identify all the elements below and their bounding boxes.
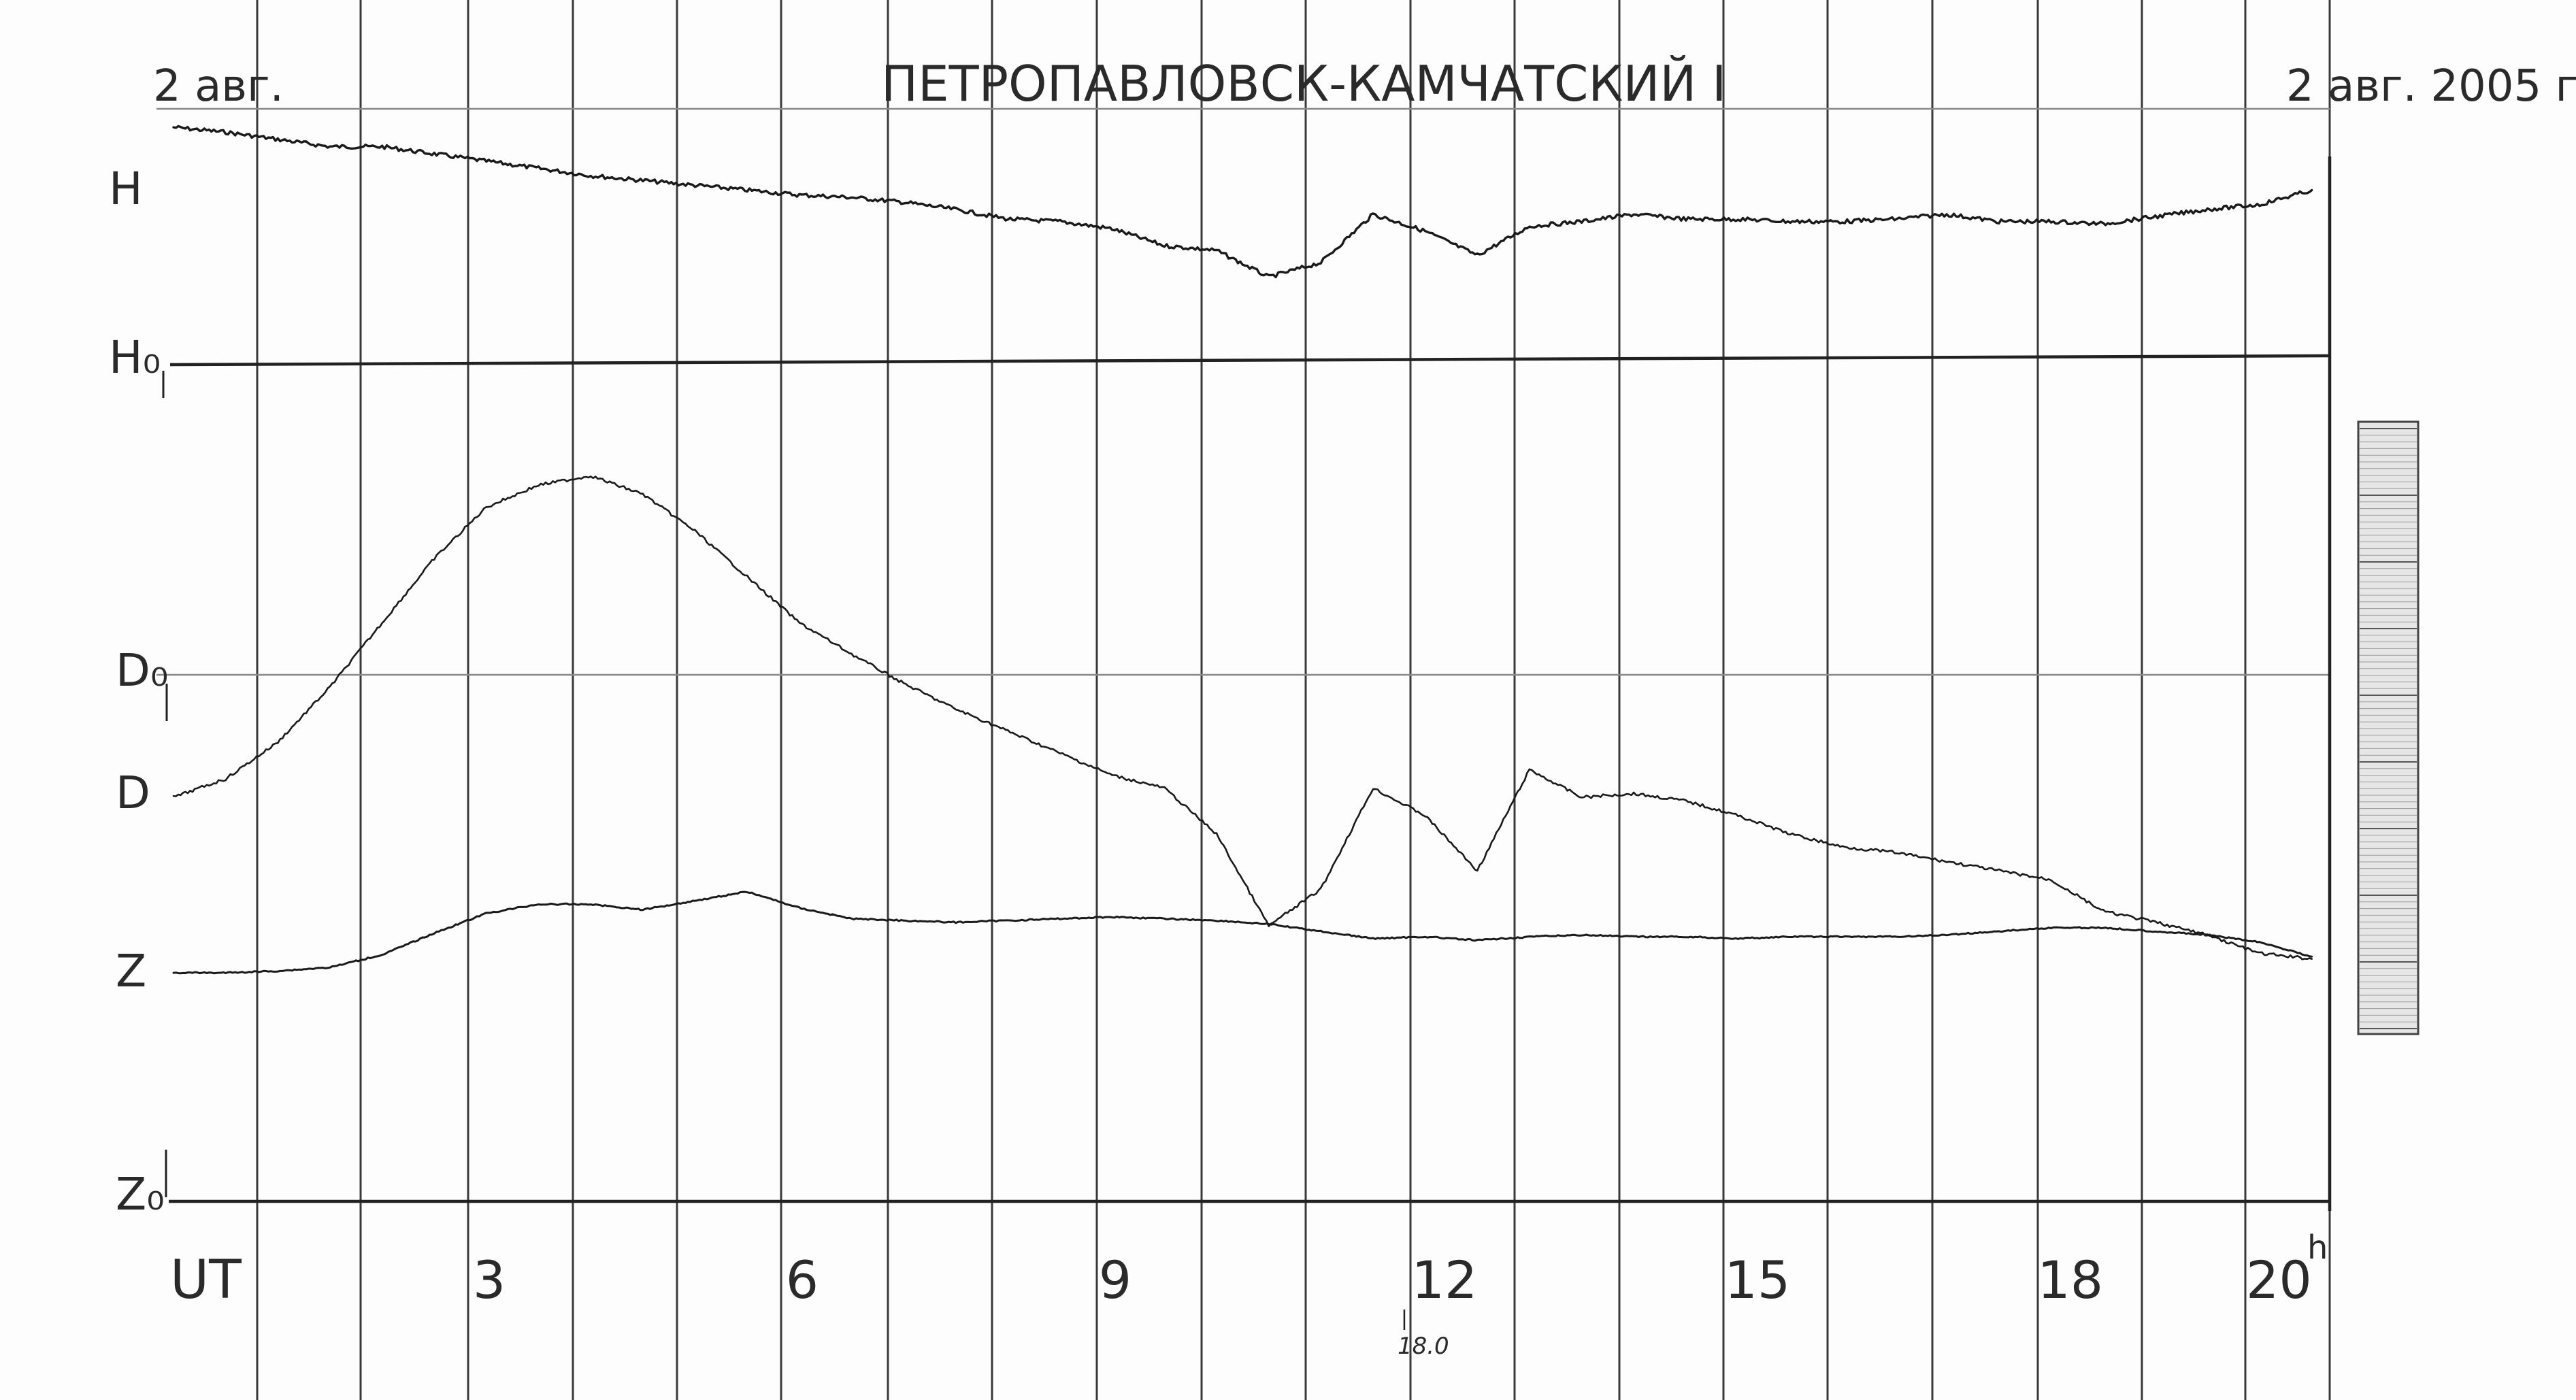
reference-marks xyxy=(162,371,168,1197)
label-z: Z xyxy=(116,945,146,997)
x-tick-label-15: 15 xyxy=(1725,1250,1791,1310)
scale-strip xyxy=(2357,420,2420,1035)
grid-lines xyxy=(156,0,2331,1400)
x-tick-label-9: 9 xyxy=(1099,1250,1132,1310)
x-tick-label-20: 20 xyxy=(2246,1250,2312,1310)
x-axis-suffix: h xyxy=(2307,1229,2328,1267)
label-d0: D₀ xyxy=(116,644,168,697)
trace-z xyxy=(172,890,2313,975)
header-station: ПЕТРОПАВЛОВСК-КАМЧАТСКИЙ I xyxy=(881,55,1726,112)
label-z0: Z₀ xyxy=(116,1168,165,1220)
header-left-date: 2 авг. xyxy=(153,61,284,112)
label-h: H xyxy=(109,163,143,215)
baseline-h0 xyxy=(169,354,2330,367)
x-tick-label-12: 12 xyxy=(1412,1250,1478,1310)
trace-h xyxy=(172,124,2313,279)
label-d: D xyxy=(116,767,150,819)
trace-lines xyxy=(172,124,2313,975)
baseline-lines xyxy=(169,156,2332,1211)
x-axis-label: UT xyxy=(170,1250,242,1311)
x-tick-label-18: 18 xyxy=(2037,1250,2103,1310)
x-tick-label-6: 6 xyxy=(786,1250,819,1310)
x-axis-ticks: 3 6 9 12 15 18 20h 18.0 xyxy=(473,1229,2328,1360)
x-tick-label-3: 3 xyxy=(473,1250,506,1310)
trace-d xyxy=(172,476,2313,961)
label-h0: H₀ xyxy=(109,331,161,384)
annotation-label-0: 18.0 xyxy=(1398,1333,1449,1360)
header-right-date: 2 авг. 2005 г. xyxy=(2286,61,2576,112)
scale-strip-frame xyxy=(2357,420,2420,1035)
